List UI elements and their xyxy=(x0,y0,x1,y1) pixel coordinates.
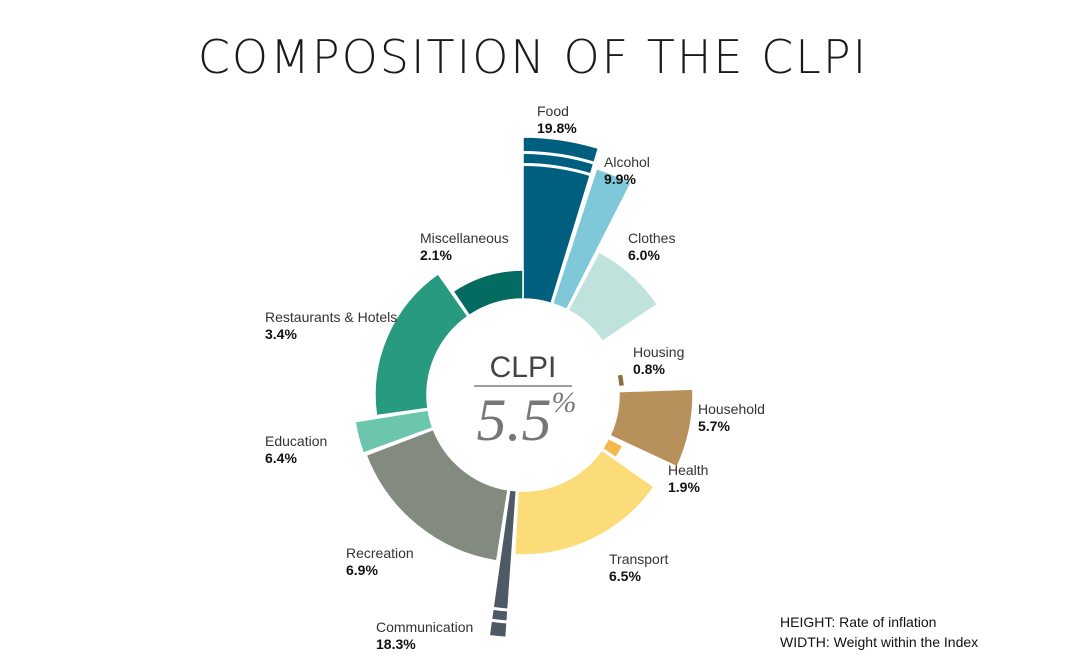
label-name-household: Household xyxy=(698,401,765,417)
legend-width-text: Weight within the Index xyxy=(829,634,979,650)
segments-group xyxy=(354,136,694,639)
label-value-miscellaneous: 2.1% xyxy=(420,247,452,263)
label-value-household: 5.7% xyxy=(698,418,730,434)
label-value-transport: 6.5% xyxy=(609,568,641,584)
chart-legend: HEIGHT: Rate of inflation WIDTH: Weight … xyxy=(780,612,978,652)
label-value-alcohol: 9.9% xyxy=(604,171,636,187)
legend-width: WIDTH: Weight within the Index xyxy=(780,632,978,652)
label-name-restaurants-hotels: Restaurants & Hotels xyxy=(265,309,397,325)
segment-break-food-1 xyxy=(520,151,597,166)
label-name-clothes: Clothes xyxy=(628,230,675,246)
center-label: CLPI xyxy=(490,351,557,384)
center-disc xyxy=(427,299,619,491)
label-name-recreation: Recreation xyxy=(346,545,414,561)
center-readout: CLPI 5.5 % xyxy=(474,351,577,453)
label-name-transport: Transport xyxy=(609,551,669,567)
label-name-housing: Housing xyxy=(633,344,684,360)
legend-height: HEIGHT: Rate of inflation xyxy=(780,612,978,632)
legend-height-key: HEIGHT: xyxy=(780,614,836,630)
label-name-miscellaneous: Miscellaneous xyxy=(420,230,509,246)
segment-break-food-2 xyxy=(520,163,593,177)
label-name-alcohol: Alcohol xyxy=(604,154,650,170)
label-value-communication: 18.3% xyxy=(376,636,416,652)
label-name-education: Education xyxy=(265,433,327,449)
legend-width-key: WIDTH: xyxy=(780,634,830,650)
label-value-recreation: 6.9% xyxy=(346,562,378,578)
label-name-communication: Communication xyxy=(376,619,473,635)
legend-height-text: Rate of inflation xyxy=(835,614,937,630)
segment-break-communication-2 xyxy=(490,606,510,612)
label-name-food: Food xyxy=(537,103,569,119)
label-name-health: Health xyxy=(668,462,708,478)
label-value-health: 1.9% xyxy=(668,479,700,495)
center-value: 5.5 xyxy=(477,387,552,453)
label-value-restaurants-hotels: 3.4% xyxy=(265,326,297,342)
center-unit: % xyxy=(552,386,577,419)
label-value-food: 19.8% xyxy=(537,120,577,136)
segment-recreation xyxy=(365,428,509,562)
segment-break-communication-1 xyxy=(489,618,510,624)
segment-restaurants-hotels xyxy=(374,272,469,417)
label-value-housing: 0.8% xyxy=(633,361,665,377)
chart-title: COMPOSITION OF THE CLPI xyxy=(197,30,869,84)
label-value-clothes: 6.0% xyxy=(628,247,660,263)
segment-household xyxy=(609,388,694,468)
label-value-education: 6.4% xyxy=(265,450,297,466)
